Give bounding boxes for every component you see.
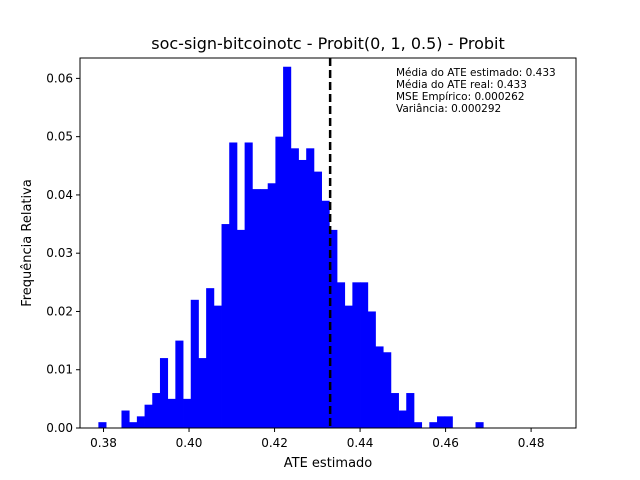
- x-tick-label: 0.38: [90, 436, 117, 450]
- x-axis-ticks: 0.38 0.40 0.42 0.44 0.46 0.48: [90, 428, 544, 450]
- annotation-mean-estimated: Média do ATE estimado: 0.433: [396, 67, 556, 79]
- annotation-mean-real: Média do ATE real: 0.433: [396, 79, 527, 91]
- histogram-bar: [290, 148, 299, 429]
- histogram-bar: [229, 142, 238, 428]
- histogram-bar: [275, 136, 284, 428]
- histogram-bar: [406, 393, 415, 428]
- histogram-bar: [306, 148, 315, 429]
- histogram-bar: [260, 189, 269, 428]
- annotation-variance: Variância: 0.000292: [396, 103, 501, 115]
- histogram-bar: [144, 404, 153, 428]
- histogram-bar: [367, 311, 376, 428]
- y-tick-label: 0.00: [46, 421, 73, 435]
- histogram-bar: [190, 299, 199, 428]
- histogram-bar: [352, 282, 361, 428]
- annotation-mse: MSE Empírico: 0.000262: [396, 91, 525, 103]
- histogram-bar: [313, 171, 322, 428]
- histogram-bar: [244, 142, 253, 428]
- y-tick-label: 0.05: [46, 130, 73, 144]
- x-tick-label: 0.46: [432, 436, 459, 450]
- x-tick-label: 0.42: [261, 436, 288, 450]
- x-tick-label: 0.40: [176, 436, 203, 450]
- x-tick-label: 0.44: [347, 436, 374, 450]
- histogram-bar: [152, 393, 161, 428]
- histogram-bar: [444, 416, 453, 428]
- y-axis-label: Frequência Relativa: [20, 179, 35, 307]
- x-tick-label: 0.48: [518, 436, 545, 450]
- histogram-bar: [344, 305, 353, 428]
- y-tick-label: 0.04: [46, 188, 73, 202]
- y-tick-label: 0.02: [46, 304, 73, 318]
- histogram-bar: [321, 200, 330, 428]
- histogram-bar: [267, 183, 276, 428]
- histogram-bar: [360, 282, 369, 428]
- histogram-bars: [98, 66, 484, 429]
- histogram-bar: [136, 416, 145, 428]
- histogram-bar: [159, 358, 169, 428]
- y-tick-label: 0.03: [46, 246, 73, 260]
- histogram-bar: [298, 159, 307, 428]
- histogram-bar: [336, 282, 346, 428]
- y-axis-ticks: 0.00 0.01 0.02 0.03 0.04 0.05 0.06: [46, 71, 80, 435]
- histogram-bar: [206, 288, 215, 428]
- histogram-bar: [390, 393, 399, 428]
- histogram-bar: [175, 340, 184, 428]
- histogram-bar: [198, 358, 207, 428]
- plot-frame: [79, 57, 577, 429]
- histogram-bar: [167, 398, 176, 428]
- x-axis-label: ATE estimado: [284, 456, 373, 471]
- histogram-bar: [413, 422, 423, 428]
- histogram-bar: [329, 229, 338, 428]
- histogram-bar: [375, 346, 384, 428]
- histogram-bar: [437, 416, 446, 428]
- histogram-bar: [283, 66, 292, 428]
- histogram-bar: [183, 398, 192, 428]
- histogram-bar: [429, 422, 438, 428]
- histogram-bar: [98, 422, 107, 428]
- chart-title: soc-sign-bitcoinotc - Probit(0, 1, 0.5) …: [151, 34, 505, 53]
- histogram-bar: [383, 352, 392, 428]
- histogram-bar: [129, 422, 138, 428]
- histogram-bar: [236, 229, 246, 428]
- histogram-bar: [213, 305, 222, 428]
- histogram-bar: [475, 422, 484, 428]
- y-tick-label: 0.06: [46, 71, 73, 85]
- y-tick-label: 0.01: [46, 363, 73, 377]
- stats-annotation: Média do ATE estimado: 0.433 Média do AT…: [396, 67, 556, 115]
- histogram-bar: [121, 410, 130, 428]
- histogram-bar: [252, 189, 261, 428]
- histogram-bar: [398, 410, 407, 428]
- histogram-bar: [221, 224, 230, 428]
